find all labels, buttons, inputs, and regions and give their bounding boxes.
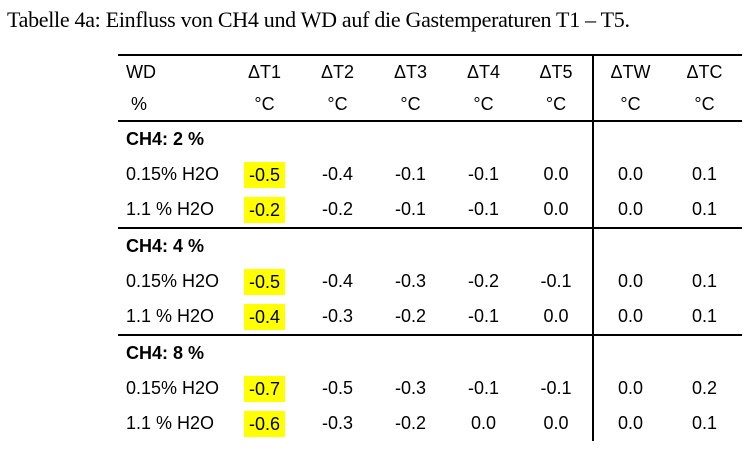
section-spacer	[593, 120, 742, 157]
table-row: 1.1 % H2O -0.2 -0.2 -0.1 -0.1 0.0 0.0 0.…	[118, 192, 742, 228]
section-spacer	[593, 334, 742, 371]
cell-dt4: 0.0	[470, 413, 497, 433]
cell-dt2: -0.2	[321, 199, 354, 219]
header-row-labels: WD ΔT1 ΔT2 ΔT3 ΔT4 ΔT5 ΔTW ΔTC	[118, 55, 742, 88]
highlighted-value: -0.2	[243, 196, 286, 223]
cell-dtc: 0.1	[691, 306, 718, 326]
unit-dt2: °C	[327, 93, 348, 114]
highlighted-value: -0.5	[243, 161, 286, 188]
unit-dt5: °C	[520, 88, 594, 121]
cell-dt2: -0.4	[321, 271, 354, 291]
cell-dt1: -0.5	[228, 264, 301, 299]
row-label: 0.15% H2O	[126, 164, 220, 184]
cell-dt5: 0.0	[520, 192, 594, 228]
cell-dt4: -0.2	[467, 271, 500, 291]
cell-dtw: 0.0	[617, 199, 644, 219]
cell-dt1: -0.5	[228, 157, 301, 192]
cell-dt3: -0.2	[394, 306, 427, 326]
cell-dt1: -0.4	[228, 299, 301, 335]
unit-dt4: °C	[473, 93, 494, 114]
col-header-dt2: ΔT2	[320, 61, 355, 82]
cell-dt4: -0.1	[467, 199, 500, 219]
cell-dt3: -0.3	[394, 271, 427, 291]
cell-dt2: -0.3	[321, 413, 354, 433]
table-row: 0.15% H2O -0.7 -0.5 -0.3 -0.1 -0.1 0.0 0…	[118, 371, 742, 406]
section-label: CH4: 4 %	[118, 227, 594, 264]
cell-dt3: -0.2	[394, 413, 427, 433]
cell-dtw: 0.0	[617, 378, 644, 398]
cell-dt4: -0.1	[467, 164, 500, 184]
col-header-wd: WD	[126, 61, 156, 82]
table-row: 1.1 % H2O -0.4 -0.3 -0.2 -0.1 0.0 0.0 0.…	[118, 299, 742, 335]
section-label: CH4: 8 %	[118, 334, 594, 371]
cell-dtc: 0.2	[691, 378, 718, 398]
cell-dt5: 0.0	[520, 299, 594, 335]
cell-dtw: 0.0	[617, 164, 644, 184]
highlighted-value: -0.5	[243, 268, 286, 295]
unit-wd: %	[131, 93, 148, 114]
cell-dt5: 0.0	[520, 157, 594, 192]
cell-dtw: 0.0	[617, 306, 644, 326]
col-header-dt3: ΔT3	[393, 61, 428, 82]
cell-dtc: 0.1	[691, 164, 718, 184]
cell-dt1: -0.2	[228, 192, 301, 228]
cell-dt5: -0.1	[520, 371, 594, 406]
row-label: 1.1 % H2O	[126, 306, 215, 326]
unit-dtw: °C	[620, 93, 641, 114]
unit-dtc: °C	[694, 93, 715, 114]
cell-dt2: -0.3	[321, 306, 354, 326]
col-header-dt5: ΔT5	[520, 55, 594, 88]
row-label: 0.15% H2O	[126, 378, 220, 398]
cell-dt5: 0.0	[520, 406, 594, 441]
section-label: CH4: 2 %	[118, 120, 594, 157]
cell-dt2: -0.5	[321, 378, 354, 398]
header-row-units: % °C °C °C °C °C °C °C	[118, 88, 742, 121]
cell-dt2: -0.4	[321, 164, 354, 184]
section-header-row: CH4: 2 %	[118, 120, 742, 157]
cell-dt1: -0.6	[228, 406, 301, 441]
cell-dtw: 0.0	[617, 413, 644, 433]
cell-dt1: -0.7	[228, 371, 301, 406]
row-label: 1.1 % H2O	[126, 199, 215, 219]
section-header-row: CH4: 4 %	[118, 227, 742, 264]
highlighted-value: -0.7	[243, 375, 286, 402]
col-header-dtc: ΔTC	[686, 61, 723, 82]
cell-dtc: 0.1	[691, 199, 718, 219]
col-header-dt1: ΔT1	[247, 61, 282, 82]
highlighted-value: -0.4	[243, 303, 286, 330]
highlighted-value: -0.6	[243, 410, 286, 437]
cell-dtc: 0.1	[691, 413, 718, 433]
row-label: 1.1 % H2O	[126, 413, 215, 433]
table-row: 0.15% H2O -0.5 -0.4 -0.3 -0.2 -0.1 0.0 0…	[118, 264, 742, 299]
cell-dtw: 0.0	[617, 271, 644, 291]
cell-dt3: -0.1	[394, 199, 427, 219]
data-table: WD ΔT1 ΔT2 ΔT3 ΔT4 ΔT5 ΔTW ΔTC % °C °C °…	[118, 54, 742, 441]
cell-dt3: -0.1	[394, 164, 427, 184]
col-header-dt4: ΔT4	[466, 61, 501, 82]
section-spacer	[593, 227, 742, 264]
unit-dt1: °C	[254, 93, 275, 114]
cell-dtc: 0.1	[691, 271, 718, 291]
col-header-dtw: ΔTW	[610, 61, 651, 82]
unit-dt3: °C	[400, 93, 421, 114]
cell-dt5: -0.1	[520, 264, 594, 299]
table-caption: Tabelle 4a: Einfluss von CH4 und WD auf …	[7, 7, 630, 32]
table-row: 0.15% H2O -0.5 -0.4 -0.1 -0.1 0.0 0.0 0.…	[118, 157, 742, 192]
table-row: 1.1 % H2O -0.6 -0.3 -0.2 0.0 0.0 0.0 0.1	[118, 406, 742, 441]
cell-dt3: -0.3	[394, 378, 427, 398]
section-header-row: CH4: 8 %	[118, 334, 742, 371]
cell-dt4: -0.1	[467, 306, 500, 326]
row-label: 0.15% H2O	[126, 271, 220, 291]
cell-dt4: -0.1	[467, 378, 500, 398]
